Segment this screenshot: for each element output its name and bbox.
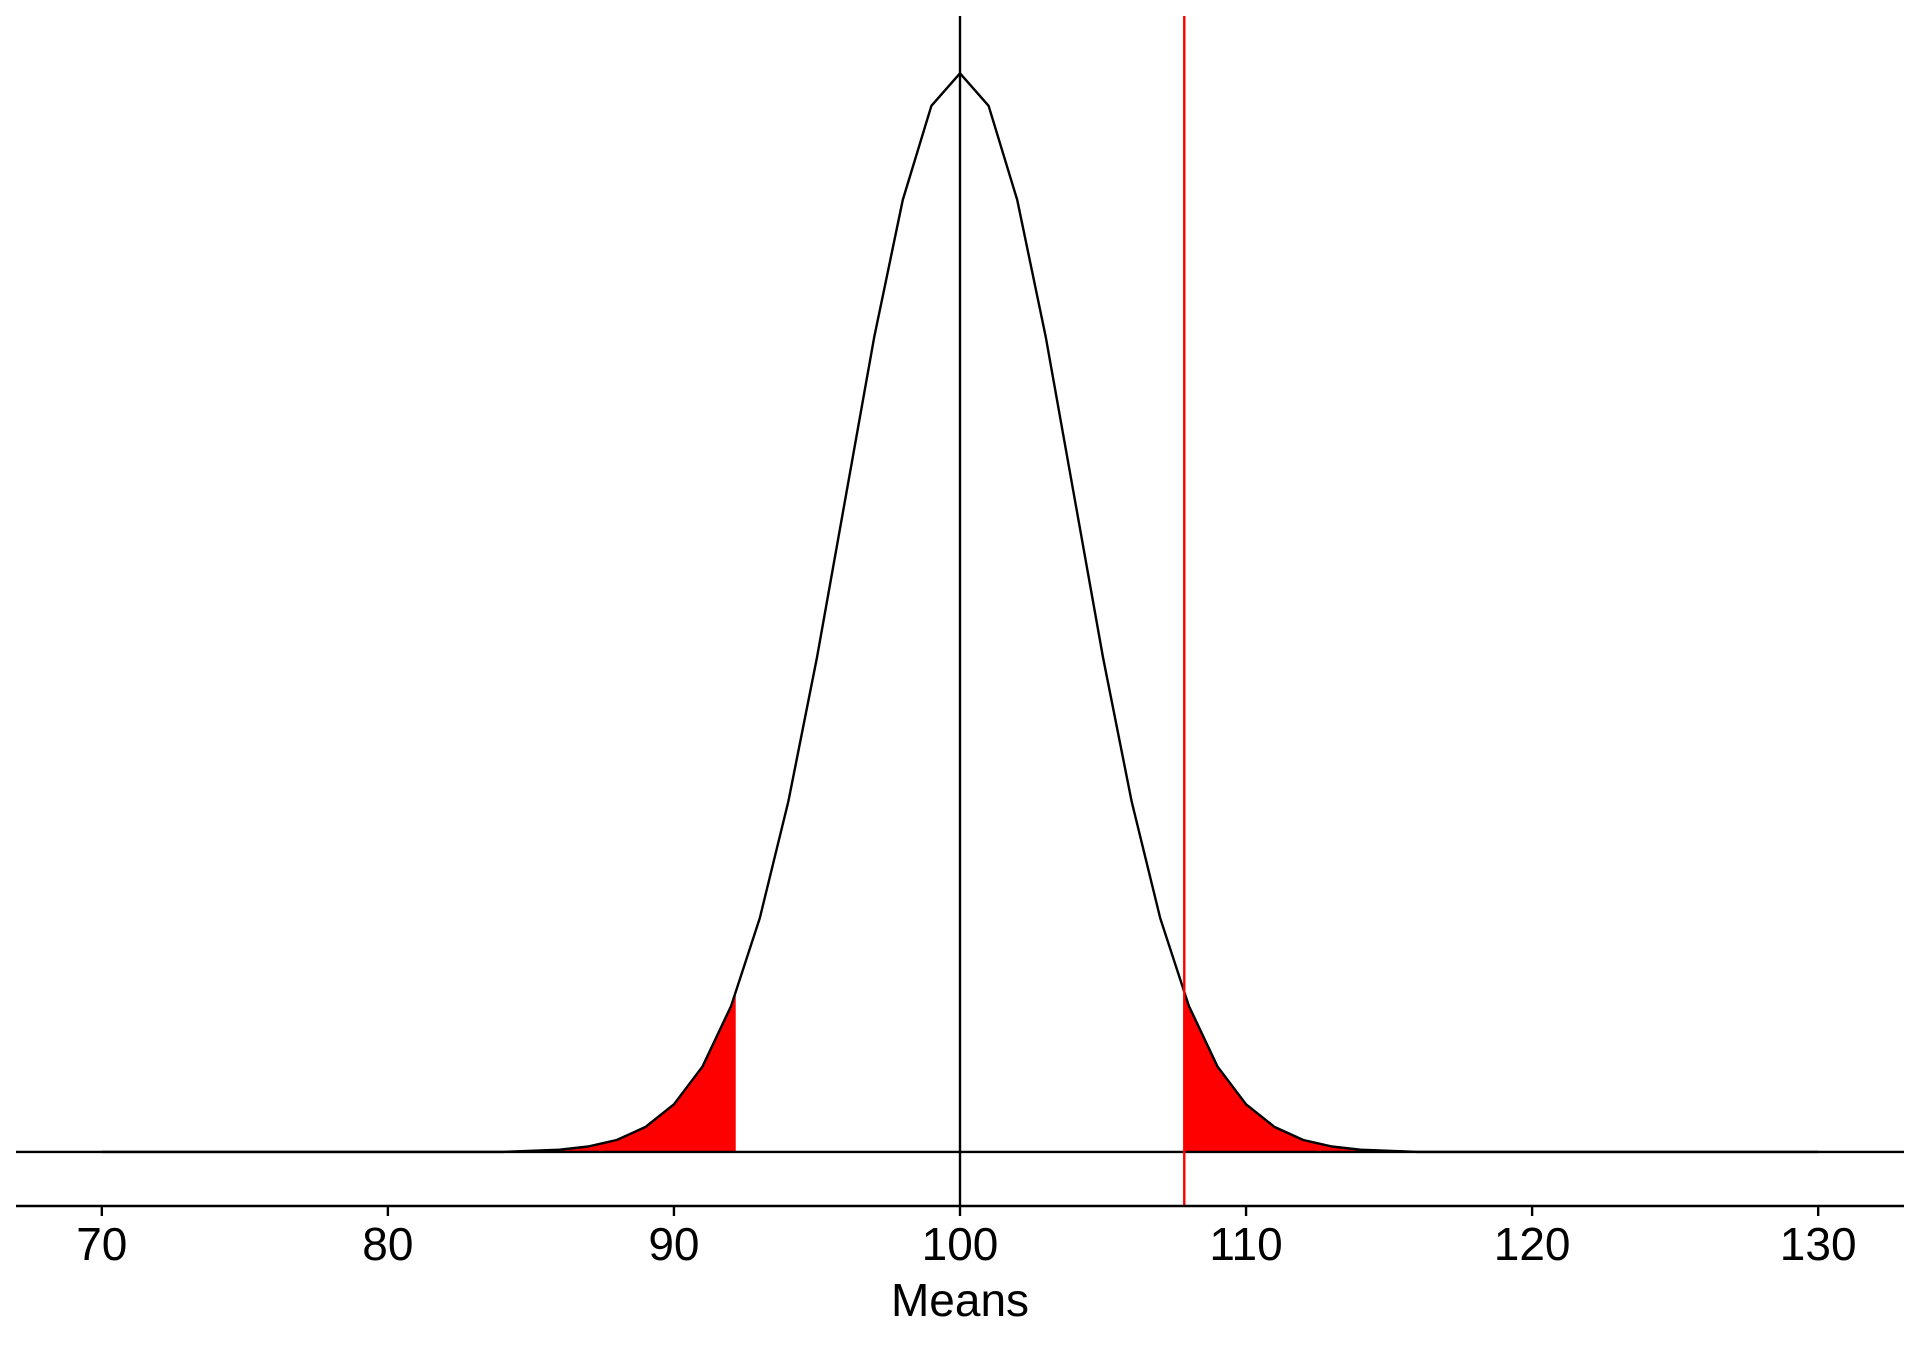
x-tick-label: 80 [362, 1218, 413, 1270]
x-tick-label: 110 [1209, 1218, 1282, 1270]
x-tick-label: 70 [76, 1218, 127, 1270]
upper-tail-area [1184, 991, 1819, 1152]
x-tick-label: 130 [1780, 1218, 1857, 1270]
x-axis-title: Means [891, 1274, 1029, 1326]
x-tick-label: 90 [648, 1218, 699, 1270]
x-tick-label: 120 [1494, 1218, 1571, 1270]
lower-tail-area [101, 991, 736, 1152]
x-tick-label: 100 [922, 1218, 999, 1270]
